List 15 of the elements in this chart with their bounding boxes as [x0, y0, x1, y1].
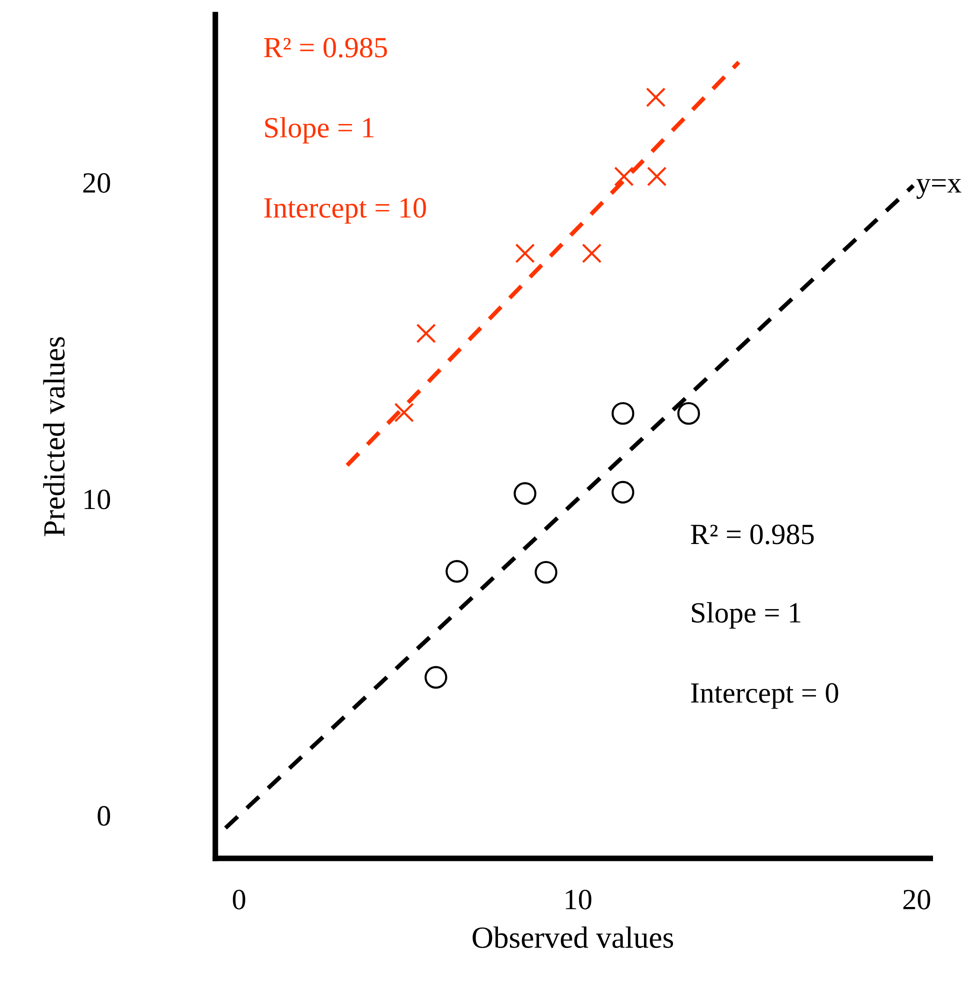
annotation: Intercept = 0 [691, 683, 838, 709]
annotation: R² = 0.985 [264, 38, 387, 58]
y-tick-label: 10 [84, 490, 110, 510]
y-axis-title: Predicted values [43, 337, 65, 536]
y-tick-label: 0 [98, 806, 110, 826]
annotation: R² = 0.985 [690, 524, 814, 544]
annotation: Slope = 1 [692, 602, 800, 629]
x-tick-label: 20 [903, 890, 930, 910]
annotation: Slope = 1 [265, 117, 374, 144]
x-tick-label: 0 [232, 890, 246, 910]
annotation: Intercept = 10 [264, 198, 426, 224]
x-tick-label: 10 [566, 890, 592, 910]
annotation: y=x [916, 179, 962, 199]
x-axis-title: Observed values [472, 926, 674, 948]
y-tick-label: 20 [83, 173, 110, 193]
